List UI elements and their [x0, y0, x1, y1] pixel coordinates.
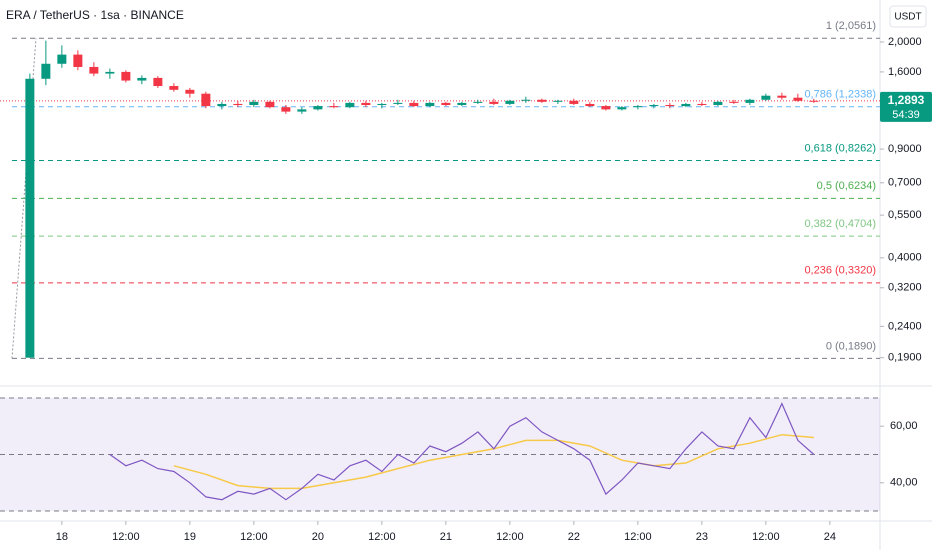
y-tick-label: 0,7000 — [888, 177, 922, 189]
fib-label: 0 (0,1890) — [826, 340, 876, 352]
candle-body — [809, 100, 819, 102]
y-tick-label: 0,1900 — [888, 352, 922, 364]
x-tick-label: 24 — [824, 531, 836, 543]
x-tick-label: 12:00 — [624, 531, 652, 543]
candle-body — [761, 95, 771, 100]
chart-title: ERA / TetherUS · 1sa · BINANCE — [6, 8, 184, 22]
candle-body — [25, 78, 35, 358]
candle-body — [505, 100, 515, 104]
fib-label: 0,236 (0,3320) — [804, 265, 876, 277]
candle-body — [377, 103, 387, 106]
candle-body — [553, 100, 563, 102]
x-tick-label: 12:00 — [752, 531, 780, 543]
candle-body — [409, 102, 419, 107]
candle-body — [537, 99, 547, 102]
candle-body — [489, 101, 499, 104]
candle-body — [697, 103, 707, 106]
candle-body — [249, 101, 259, 106]
candle-body — [265, 101, 275, 108]
candle-body — [665, 105, 675, 107]
candle-body — [361, 102, 371, 106]
candle-body — [153, 77, 163, 87]
candle-body — [89, 66, 99, 74]
candle-body — [601, 106, 611, 110]
currency-box[interactable] — [889, 5, 927, 28]
rsi-y-tick-label: 60,00 — [890, 420, 918, 432]
currency[interactable]: USDT — [894, 12, 921, 23]
fib-label: 0,786 (1,2338) — [804, 89, 876, 101]
candle-body — [713, 101, 723, 106]
rsi-line — [109, 402, 815, 501]
candle-body — [281, 107, 291, 112]
y-tick-label: 0,2400 — [888, 320, 922, 332]
candle-body — [521, 99, 531, 101]
candle-body — [57, 54, 67, 64]
candle-body — [201, 93, 211, 107]
candle-body — [633, 106, 643, 108]
last-price-label: 1,2893 — [888, 93, 925, 107]
candle-body — [473, 101, 483, 103]
last-price-countdown: 54:39 — [892, 109, 920, 121]
candle-body — [41, 63, 51, 79]
candle-body — [457, 102, 467, 106]
x-tick-label: 23 — [696, 531, 708, 543]
candle-body — [329, 106, 339, 108]
x-tick-label: 21 — [440, 531, 452, 543]
x-tick-label: 18 — [56, 531, 68, 543]
x-tick-label: 12:00 — [496, 531, 524, 543]
candle-body — [649, 105, 659, 107]
x-tick-label: 12:00 — [240, 531, 268, 543]
candle-body — [105, 71, 115, 74]
fib-label: 0,618 (0,8262) — [804, 142, 876, 154]
candle-body — [233, 103, 243, 106]
candle-body — [217, 103, 227, 107]
candle-body — [585, 103, 595, 107]
candle-body — [137, 77, 147, 81]
y-tick-label: 2,0000 — [888, 36, 922, 48]
candle-body — [185, 89, 195, 94]
candle-body — [681, 103, 691, 107]
candle-body — [617, 107, 627, 110]
candle-body — [441, 102, 451, 106]
y-tick-label: 0,4000 — [888, 252, 922, 264]
candle-body — [425, 102, 435, 107]
x-tick-label: 20 — [312, 531, 324, 543]
candle-body — [169, 86, 179, 90]
candle-body — [745, 99, 755, 103]
candle-body — [121, 71, 131, 81]
candle-body — [73, 54, 83, 67]
candle-body — [313, 106, 323, 110]
y-tick-label: 0,9000 — [888, 143, 922, 155]
x-tick-label: 22 — [568, 531, 580, 543]
y-tick-label: 0,3200 — [888, 282, 922, 294]
candle-body — [569, 100, 579, 104]
candle-body — [793, 97, 803, 101]
x-tick-label: 12:00 — [368, 531, 396, 543]
fib-label: 1 (2,0561) — [826, 20, 876, 32]
x-tick-label: 19 — [184, 531, 196, 543]
y-tick-label: 0,5500 — [888, 209, 922, 221]
x-tick-label: 12:00 — [112, 531, 140, 543]
candle-body — [777, 95, 787, 98]
fib-label: 0,382 (0,4704) — [804, 218, 876, 230]
candle-body — [345, 102, 355, 108]
candle-body — [297, 109, 307, 112]
candle-body — [729, 101, 739, 103]
last-price-box — [880, 91, 932, 122]
candle-body — [393, 102, 403, 104]
y-tick-label: 1,6000 — [888, 66, 922, 78]
rsi-y-tick-label: 40,00 — [890, 477, 918, 489]
fib-label: 0,5 (0,6234) — [817, 180, 876, 192]
